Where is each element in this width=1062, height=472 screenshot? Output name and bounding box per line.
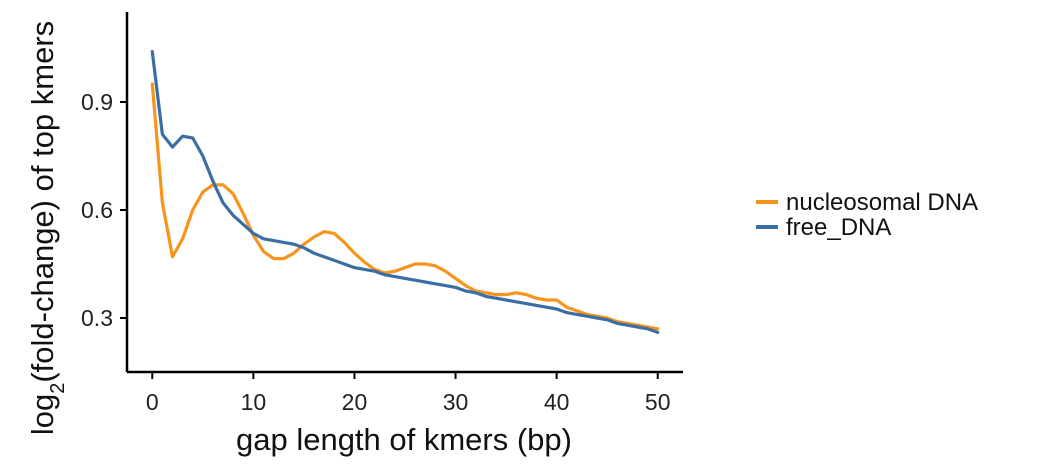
x-tick-label: 10: [241, 389, 267, 415]
x-axis-title: gap length of kmers (bp): [236, 422, 572, 457]
legend: nucleosomal DNA free_DNA: [756, 189, 978, 241]
series-line-nucleosomal-dna: [150, 82, 660, 331]
y-ticks: 0.3 0.6 0.9: [81, 89, 127, 331]
x-ticks: 0 10 20 30 40 50: [146, 372, 671, 415]
y-tick-label: 0.9: [81, 89, 113, 115]
series-line-free-dna: [150, 49, 660, 334]
y-axis-title: log2(fold-change) of top kmers: [25, 21, 69, 435]
y-axis-title-subscript: 2: [47, 383, 69, 394]
x-tick-label: 40: [544, 389, 570, 415]
x-tick-label: 30: [443, 389, 469, 415]
x-tick-label: 50: [645, 389, 671, 415]
x-tick-label: 0: [146, 389, 159, 415]
plot-lines: [150, 49, 660, 334]
y-tick-label: 0.6: [81, 197, 113, 223]
y-tick-label: 0.3: [81, 305, 113, 331]
y-axis-title-suffix: (fold-change) of top kmers: [25, 21, 60, 383]
y-axis-title-prefix: log: [25, 394, 60, 435]
legend-label-nucleosomal: nucleosomal DNA: [786, 189, 978, 216]
x-tick-label: 20: [342, 389, 368, 415]
legend-label-free: free_DNA: [786, 214, 891, 241]
